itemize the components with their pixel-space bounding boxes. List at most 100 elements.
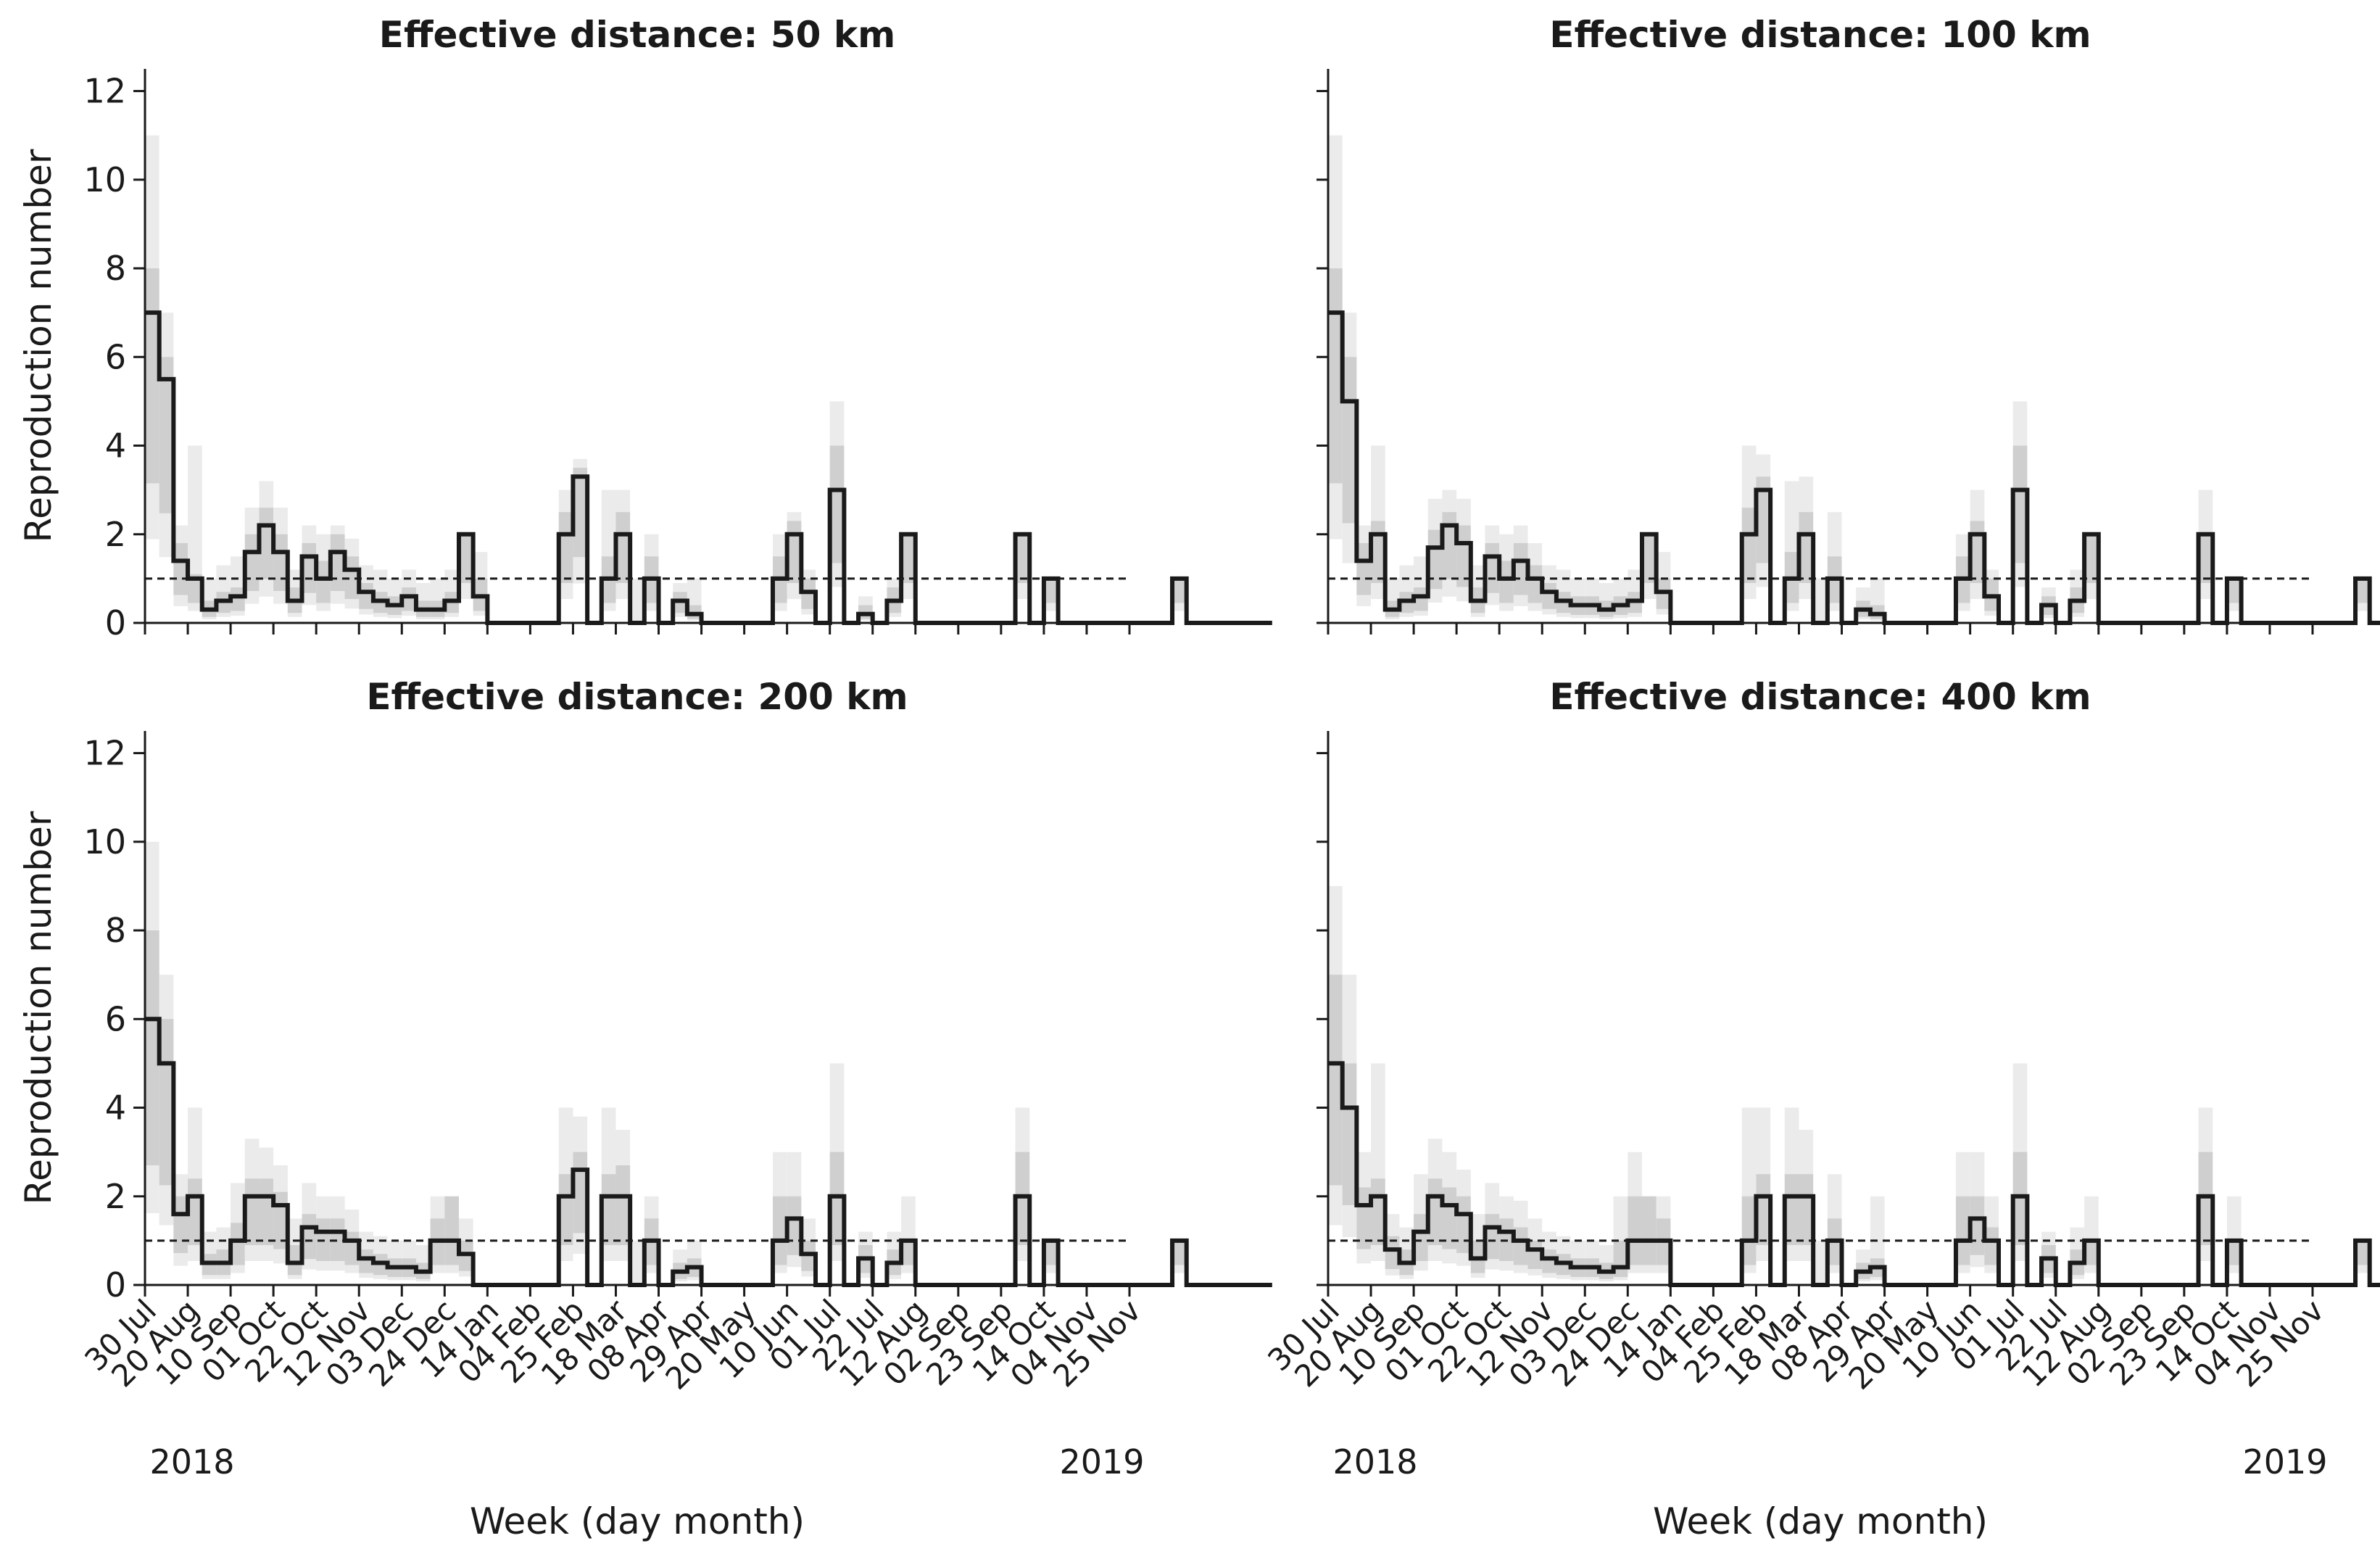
estimate-step-line <box>1328 310 2380 625</box>
ci50-band <box>1328 268 1343 484</box>
year-label: 2019 <box>2242 1442 2327 1481</box>
ci50-band <box>1414 587 1428 611</box>
ci50-band <box>1015 1152 1030 1245</box>
ci50-band <box>601 1174 616 1245</box>
y-tick-label: 0 <box>105 1265 126 1305</box>
estimate-step-line <box>1328 1061 2380 1287</box>
ci50-band <box>1527 565 1543 603</box>
panel-50km: Effective distance: 50 km 0 2 4 6 8 10 12 <box>83 14 1272 642</box>
ci50-band <box>444 1196 459 1265</box>
y-tick-label: 2 <box>105 1177 126 1216</box>
ci50-band <box>573 1152 588 1233</box>
ci50-band <box>2226 578 2242 603</box>
panel-title: Effective distance: 50 km <box>379 14 895 56</box>
ci50-band <box>1970 521 1985 583</box>
ci95-band <box>188 445 202 611</box>
ci50-band <box>1542 1249 1556 1273</box>
x-axis-label: Week (day month) <box>470 1500 805 1542</box>
y-tick-label: 12 <box>83 72 126 111</box>
y-tick-label: 8 <box>105 911 126 950</box>
ci50-band <box>344 556 360 599</box>
ci50-band <box>787 521 802 583</box>
ci50-band <box>330 534 345 591</box>
y-tick-label: 10 <box>83 822 126 861</box>
ci50-band <box>1456 525 1471 587</box>
ci50-band <box>145 268 159 484</box>
ci50-band <box>402 587 416 611</box>
ci50-band <box>173 1196 188 1253</box>
ci50-band <box>159 357 174 513</box>
ci50-band <box>1741 508 1757 583</box>
ci50-band <box>829 445 845 563</box>
ci50-band <box>1371 521 1385 583</box>
panel-title: Effective distance: 400 km <box>1549 676 2091 718</box>
y-tick-label: 12 <box>83 734 126 773</box>
ci50-band <box>458 534 473 583</box>
ci95-band <box>630 1240 644 1285</box>
estimate-step-line <box>145 310 1272 625</box>
ci50-band <box>1015 534 1030 583</box>
ci50-band <box>1442 1187 1457 1249</box>
ci50-band <box>330 1218 345 1261</box>
ci50-band <box>1513 1227 1528 1265</box>
ci50-band <box>1328 975 1343 1186</box>
ci50-band <box>615 512 631 583</box>
ci50-band <box>1628 1196 1642 1265</box>
ci50-band <box>901 534 916 583</box>
ci50-band <box>1342 1063 1357 1205</box>
ci50-band <box>1172 1240 1187 1265</box>
year-label: 2019 <box>1059 1442 1144 1481</box>
ci50-band <box>1799 1174 1814 1245</box>
y-tick-label: 10 <box>83 160 126 199</box>
ci50-band <box>2226 1240 2242 1265</box>
ci50-band <box>1414 1214 1428 1261</box>
ci50-band <box>1955 1196 1970 1265</box>
ci50-band <box>359 582 373 609</box>
ci50-band <box>2012 1152 2028 1245</box>
ci50-band <box>901 1240 916 1265</box>
y-axis-label: Reproduction number <box>17 811 59 1204</box>
ci50-band <box>1513 542 1528 595</box>
ci50-band <box>1641 1196 1657 1265</box>
ci50-band <box>359 1249 373 1273</box>
ci50-band <box>558 512 573 583</box>
ci50-band <box>287 1244 302 1276</box>
ci50-band <box>1784 1174 1799 1245</box>
ci50-band <box>1385 1236 1400 1269</box>
y-tick-label: 6 <box>105 337 126 376</box>
ci50-band <box>2084 534 2099 583</box>
ci50-band <box>173 542 188 595</box>
ci50-band <box>1984 1227 1999 1265</box>
ci50-band <box>1043 1240 1058 1265</box>
y-tick-label: 8 <box>105 249 126 288</box>
ci50-band <box>244 534 260 591</box>
ci50-band <box>188 574 202 603</box>
x-axis-label: Week (day month) <box>1653 1500 1988 1542</box>
y-tick-label: 4 <box>105 426 126 466</box>
ci50-band <box>1499 561 1514 603</box>
year-label: 2018 <box>149 1442 234 1481</box>
ci50-band <box>1172 578 1187 603</box>
ci50-band <box>615 1165 631 1245</box>
ci50-band <box>1356 1187 1372 1249</box>
ci50-band <box>1756 476 1771 563</box>
ci50-band <box>1356 542 1372 595</box>
ci50-band <box>1427 529 1443 590</box>
panel-title: Effective distance: 100 km <box>1549 14 2091 56</box>
ci50-band <box>1542 582 1556 609</box>
y-tick-label: 4 <box>105 1088 126 1128</box>
ci50-band <box>2198 534 2213 583</box>
ci50-band <box>231 587 245 611</box>
y-tick-label: 0 <box>105 603 126 642</box>
ci50-band <box>273 534 288 591</box>
year-label: 2018 <box>1332 1442 1417 1481</box>
ci95-band <box>630 578 644 623</box>
y-tick-label: 2 <box>105 515 126 554</box>
ci50-band <box>1442 512 1457 579</box>
ci50-band <box>1799 512 1814 583</box>
ci50-band <box>772 1196 787 1265</box>
panel-100km: Effective distance: 100 km <box>1317 14 2380 635</box>
ci50-band <box>2084 1240 2099 1265</box>
